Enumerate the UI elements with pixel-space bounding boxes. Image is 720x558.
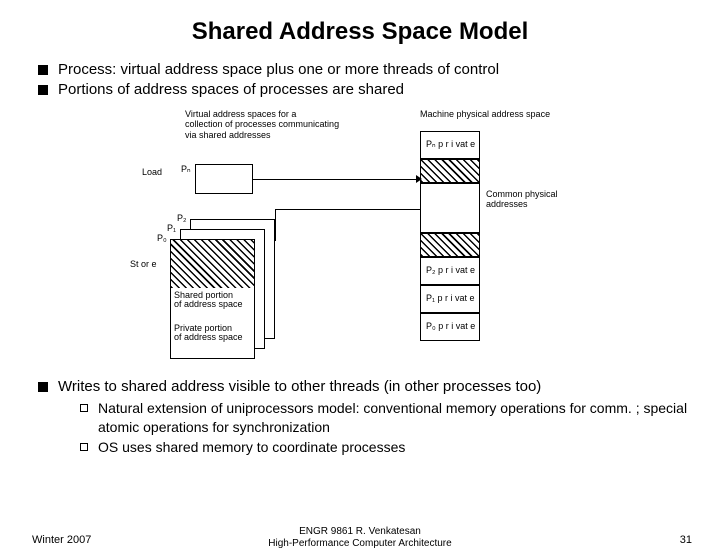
p0-private-label: P₀ p r i vat e [426,321,475,331]
bottom-bullets: Writes to shared address visible to othe… [38,377,720,397]
common-phys-label: Common physicaladdresses [486,189,566,209]
p0-label: P₀ [156,233,168,243]
shared-portion-label: Shared portionof address space [174,291,250,311]
pn-label: Pₙ [180,164,192,175]
footer-left: Winter 2007 [32,534,91,546]
mem-hatched-top [420,159,480,183]
bullet-item: Portions of address spaces of processes … [38,80,720,100]
shared-region [171,240,254,288]
top-bullets: Process: virtual address space plus one … [38,60,720,101]
sub-bullets: Natural extension of uniprocessors model… [80,399,720,458]
footer-right: 31 [680,534,692,546]
caption-left: Virtual address spaces for acollection o… [185,109,355,141]
private-portion-label: Private portionof address space [174,324,250,344]
caption-right: Machine physical address space [420,109,550,120]
diagram-area: Virtual address spaces for acollection o… [80,109,640,369]
store-label: St or e [130,259,157,269]
p1-private-label: P₁ p r i vat e [426,293,475,303]
bullet-item: Writes to shared address visible to othe… [38,377,720,397]
subbullet-item: Natural extension of uniprocessors model… [80,399,720,438]
pn-proc [195,164,253,194]
load-label: Load [142,167,162,177]
slide-title: Shared Address Space Model [0,18,720,46]
p1-label: P₁ [166,223,177,233]
footer-center: ENGR 9861 R. Venkatesan High-Performance… [268,526,451,550]
p2-label: P₂ [176,213,188,223]
mem-common [420,183,480,233]
p2-private-label: P₂ p r i vat e [426,265,475,275]
mem-hatched-2 [420,233,480,257]
footer-center-line1: ENGR 9861 R. Venkatesan [299,526,421,537]
bullet-item: Process: virtual address space plus one … [38,60,720,80]
pn-private-label: Pₙ p r i vat e [426,139,475,150]
subbullet-item: OS uses shared memory to coordinate proc… [80,438,720,458]
